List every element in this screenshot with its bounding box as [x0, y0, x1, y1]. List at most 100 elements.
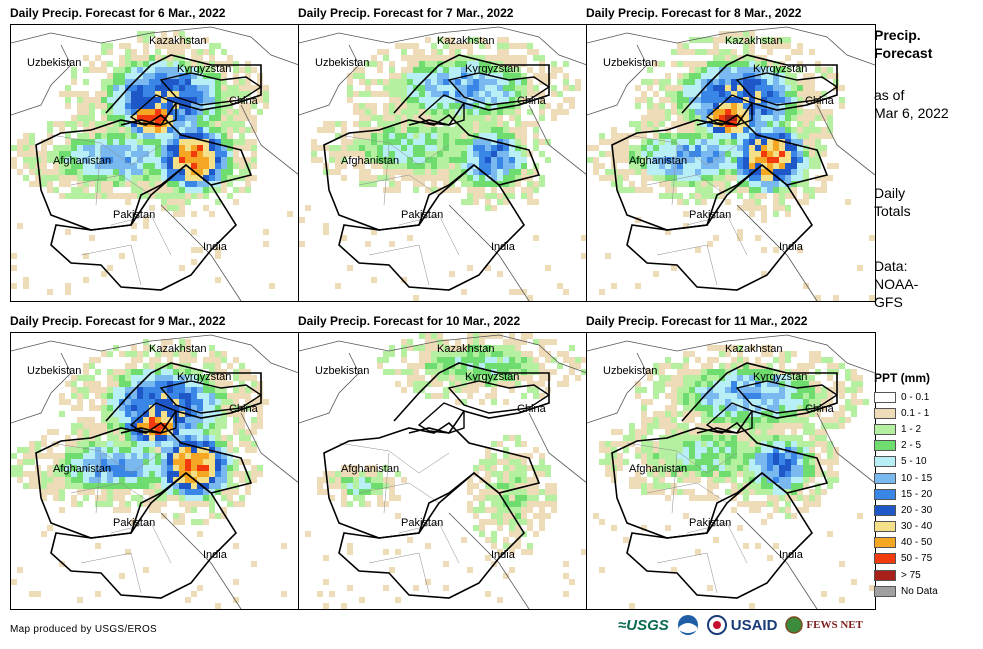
- precip-cell: [809, 381, 815, 387]
- precip-cell: [809, 387, 815, 393]
- precip-cell: [359, 597, 365, 603]
- precip-cell: [149, 85, 155, 91]
- precip-cell: [587, 157, 593, 163]
- precip-cell: [173, 55, 179, 61]
- precip-cell: [725, 91, 731, 97]
- precip-cell: [743, 495, 749, 501]
- precip-cell: [395, 471, 401, 477]
- precip-cell: [53, 477, 59, 483]
- precip-cell: [455, 169, 461, 175]
- precip-cell: [125, 351, 131, 357]
- precip-cell: [665, 79, 671, 85]
- country-label-china: China: [229, 403, 258, 415]
- precip-cell: [455, 369, 461, 375]
- precip-cell: [449, 79, 455, 85]
- precip-cell: [731, 459, 737, 465]
- precip-cell: [497, 103, 503, 109]
- precip-cell: [359, 145, 365, 151]
- precip-cell: [455, 49, 461, 55]
- precip-cell: [509, 501, 515, 507]
- precip-cell: [203, 67, 209, 73]
- precip-cell: [401, 339, 407, 345]
- precip-cell: [89, 357, 95, 363]
- precip-cell: [179, 91, 185, 97]
- precip-cell: [491, 55, 497, 61]
- precip-cell: [53, 121, 59, 127]
- precip-cell: [653, 447, 659, 453]
- precip-cell: [671, 417, 677, 423]
- precip-cell: [419, 175, 425, 181]
- pakistan-outline: [338, 471, 526, 599]
- precip-cell: [749, 345, 755, 351]
- precip-cell: [785, 477, 791, 483]
- precip-cell: [125, 435, 131, 441]
- precip-cell: [419, 85, 425, 91]
- precip-cell: [341, 139, 347, 145]
- precip-cell: [509, 357, 515, 363]
- precip-cell: [173, 363, 179, 369]
- precip-cell: [23, 151, 29, 157]
- precip-cell: [245, 115, 251, 121]
- precip-cell: [101, 501, 107, 507]
- precip-cell: [131, 67, 137, 73]
- precip-cell: [221, 399, 227, 405]
- precip-cell: [419, 121, 425, 127]
- precip-cell: [155, 49, 161, 55]
- precip-cell: [125, 67, 131, 73]
- precip-cell: [95, 67, 101, 73]
- precip-cell: [419, 67, 425, 73]
- precip-cell: [161, 139, 167, 145]
- precip-cell: [695, 381, 701, 387]
- precip-cell: [209, 61, 215, 67]
- precip-cell: [743, 357, 749, 363]
- precip-cell: [191, 163, 197, 169]
- precip-cell: [701, 175, 707, 181]
- precip-cell: [707, 483, 713, 489]
- precip-cell: [113, 145, 119, 151]
- precip-cell: [461, 345, 467, 351]
- precip-cell: [137, 91, 143, 97]
- precip-cell: [41, 169, 47, 175]
- precip-cell: [341, 175, 347, 181]
- precip-cell: [503, 381, 509, 387]
- precip-cell: [161, 127, 167, 133]
- precip-cell: [479, 73, 485, 79]
- precip-cell: [833, 459, 839, 465]
- precip-cell: [149, 109, 155, 115]
- precip-cell: [725, 157, 731, 163]
- precip-cell: [179, 85, 185, 91]
- precip-cell: [641, 115, 647, 121]
- precip-cell: [131, 435, 137, 441]
- precip-cell: [827, 73, 833, 79]
- precip-cell: [413, 157, 419, 163]
- precip-cell: [119, 393, 125, 399]
- precip-cell: [761, 193, 767, 199]
- precip-cell: [725, 399, 731, 405]
- precip-cell: [95, 139, 101, 145]
- precip-cell: [641, 139, 647, 145]
- precip-cell: [803, 193, 809, 199]
- precip-cell: [731, 465, 737, 471]
- precip-cell: [209, 501, 215, 507]
- precip-cell: [29, 145, 35, 151]
- country-label-afghanistan: Afghanistan: [53, 155, 112, 167]
- precip-cell: [467, 49, 473, 55]
- precip-cell: [809, 435, 815, 441]
- precip-cell: [425, 103, 431, 109]
- precip-cell: [155, 357, 161, 363]
- precip-cell: [503, 435, 509, 441]
- precip-cell: [503, 447, 509, 453]
- precip-cell: [83, 79, 89, 85]
- precip-cell: [467, 199, 473, 205]
- precip-cell: [467, 265, 473, 271]
- precip-cell: [401, 73, 407, 79]
- precip-cell: [659, 459, 665, 465]
- precip-cell: [377, 477, 383, 483]
- precip-cell: [743, 453, 749, 459]
- precip-cell: [773, 67, 779, 73]
- legend-label: 20 - 30: [901, 504, 933, 516]
- precip-cell: [425, 339, 431, 345]
- precip-cell: [731, 471, 737, 477]
- precip-cell: [731, 55, 737, 61]
- precip-cell: [347, 477, 353, 483]
